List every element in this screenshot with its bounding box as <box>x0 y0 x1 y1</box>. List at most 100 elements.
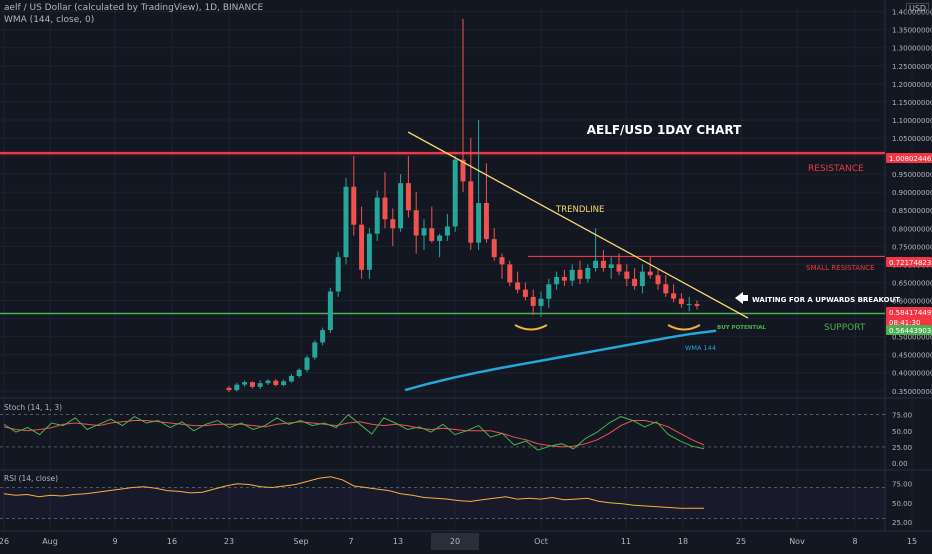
x-tick-label: Aug <box>42 537 58 546</box>
x-tick-label: 26 <box>0 537 9 546</box>
candle-body <box>296 369 302 376</box>
price-tag <box>886 257 932 267</box>
candle-body <box>632 278 638 287</box>
x-tick-label: Oct <box>534 537 548 546</box>
x-tick-label: 15 <box>907 537 917 546</box>
rsi-band <box>0 487 885 519</box>
candle-body <box>413 210 419 236</box>
candle-body <box>382 197 388 220</box>
candle-body <box>343 186 349 258</box>
candle-body <box>444 226 450 236</box>
y-tick-label: 1.10000000 <box>892 117 932 125</box>
price-tag-text: 0.56443903 <box>889 327 931 335</box>
y-tick-label: 0.90000000 <box>892 189 932 197</box>
candle-body <box>468 181 474 243</box>
x-tick-label: 16 <box>167 537 177 546</box>
y-tick-label: 1.15000000 <box>892 99 932 107</box>
support-label: SUPPORT <box>824 323 866 333</box>
candle-body <box>616 264 622 272</box>
y-tick-label: 0.40000000 <box>892 370 932 378</box>
candle-body <box>647 271 653 276</box>
candle-body <box>265 380 271 384</box>
time-axis: 26 Aug 9 16 23 Sep 7 13 20 Oct 11 18 25 Nov 8 15 <box>0 533 917 550</box>
candle-body <box>663 284 669 294</box>
candle-body <box>242 382 248 385</box>
candle-body <box>429 228 435 241</box>
candle-body <box>561 277 567 281</box>
y-tick-label: 0.85000000 <box>892 207 932 215</box>
x-tick-label: 11 <box>621 537 631 546</box>
x-tick-label: 18 <box>678 537 688 546</box>
annotations: AELF/USD 1DAY CHART RESISTANCE SMALL RESIS… <box>407 123 900 352</box>
candle-body <box>678 298 684 305</box>
candle-body <box>249 382 255 387</box>
candle-body <box>320 330 326 343</box>
y-tick-label: 0.35000000 <box>892 388 932 396</box>
candle-body <box>366 233 372 270</box>
x-tick-label: Sep <box>293 537 308 546</box>
trendline <box>407 131 749 319</box>
stoch-label: Stoch (14, 1, 3) <box>4 403 62 412</box>
candle-body <box>569 269 575 281</box>
candle-body <box>507 264 513 283</box>
y-tick-label: 1.25000000 <box>892 63 932 71</box>
candle-body <box>452 159 458 227</box>
y-tick-label: 1.35000000 <box>892 27 932 35</box>
y-tick-label: 0.95000000 <box>892 171 932 179</box>
wma-line <box>404 329 717 392</box>
y-tick-label: 1.20000000 <box>892 81 932 89</box>
candle-body <box>273 380 279 385</box>
candle-body <box>577 269 583 279</box>
candle-body <box>655 275 661 285</box>
price-tag <box>886 325 932 335</box>
horizontal-levels <box>0 151 885 315</box>
y-tick-label: 1.40000000 <box>892 9 932 17</box>
y-tick-label: 1.05000000 <box>892 135 932 143</box>
price-labels: 1.008024460.721748230.5841744908:41:300.… <box>886 153 932 335</box>
candle-body <box>312 342 318 358</box>
stoch-tick-label: 50.00 <box>892 428 912 436</box>
currency-label[interactable]: USD <box>906 3 930 14</box>
candle-body <box>639 271 645 287</box>
x-tick-label: 9 <box>112 537 117 546</box>
y-tick-label: 0.65000000 <box>892 279 932 287</box>
rsi-pane: RSI (14, close) 75.00 50.00 25.00 <box>0 474 912 527</box>
x-tick-label: 8 <box>852 537 857 546</box>
candle-body <box>226 387 232 391</box>
candle-body <box>398 183 404 229</box>
price-tag-text: 1.00802446 <box>889 155 932 163</box>
candle-body <box>538 298 544 306</box>
y-tick-label: 0.60000000 <box>892 298 932 306</box>
price-tag-text: 0.58417449 <box>889 309 931 317</box>
candle-body <box>522 289 528 297</box>
candle-body <box>476 203 482 243</box>
candle-body <box>554 277 560 285</box>
candle-body <box>437 235 443 241</box>
candle-body <box>281 381 287 385</box>
stoch-tick-label: 25.00 <box>892 444 912 452</box>
candle-body <box>585 268 591 279</box>
candles <box>226 18 700 393</box>
candle-body <box>624 271 630 279</box>
y-tick-label: 1.30000000 <box>892 45 932 53</box>
candle-body <box>600 260 606 268</box>
candle-body <box>304 357 310 370</box>
stoch-pane: Stoch (14, 1, 3) 75.00 50.00 25.00 0.00 <box>0 403 912 468</box>
buy-potential-label: BUY POTENTIAL <box>717 325 766 331</box>
candle-body <box>335 257 341 292</box>
candle-body <box>671 293 677 299</box>
candle-body <box>359 224 365 270</box>
grid-lines <box>0 0 932 532</box>
price-tag <box>886 317 932 327</box>
candle-body <box>593 260 599 268</box>
x-tick-label: 25 <box>736 537 746 546</box>
stoch-tick-label: 75.00 <box>892 412 912 420</box>
stoch-tick-label: 0.00 <box>892 460 908 468</box>
indicator-line: WMA (144, close, 0) <box>4 15 95 25</box>
symbol-line: aelf / US Dollar (calculated by TradingV… <box>4 3 264 13</box>
resistance-label: RESISTANCE <box>808 164 864 174</box>
rsi-label: RSI (14, close) <box>4 474 58 483</box>
candle-body <box>515 282 521 290</box>
candle-body <box>686 304 692 306</box>
